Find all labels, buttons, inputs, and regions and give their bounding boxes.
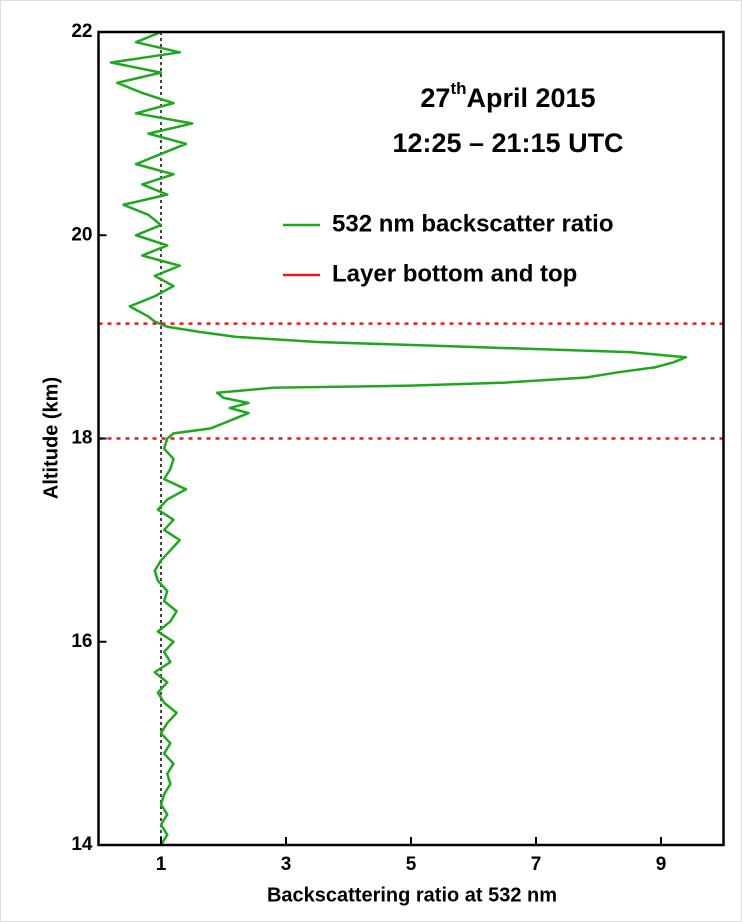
profile-line <box>109 30 688 846</box>
chart-title: 27thApril 2015 <box>420 79 595 113</box>
chart-subtitle: 12:25 – 21:15 UTC <box>392 128 623 158</box>
y-tick-label: 16 <box>71 631 92 652</box>
y-tick-label: 22 <box>71 21 92 42</box>
y-tick-label: 18 <box>71 428 92 449</box>
title-ordinal: th <box>450 79 466 98</box>
legend-label: 532 nm backscatter ratio <box>332 210 613 237</box>
title-date: April 2015 <box>467 83 596 113</box>
x-tick-label: 9 <box>656 854 667 875</box>
y-tick-label: 20 <box>71 224 92 245</box>
x-tick-label: 3 <box>281 854 292 875</box>
x-tick-label: 5 <box>406 854 417 875</box>
x-tick-label: 1 <box>156 854 167 875</box>
y-axis-label: Altitude (km) <box>40 377 62 499</box>
y-tick-label: 14 <box>71 834 93 855</box>
x-axis-label: Backscattering ratio at 532 nm <box>267 884 557 906</box>
x-tick-label: 7 <box>531 854 542 875</box>
legend-label: Layer bottom and top <box>332 260 577 287</box>
title-day: 27 <box>420 83 450 113</box>
